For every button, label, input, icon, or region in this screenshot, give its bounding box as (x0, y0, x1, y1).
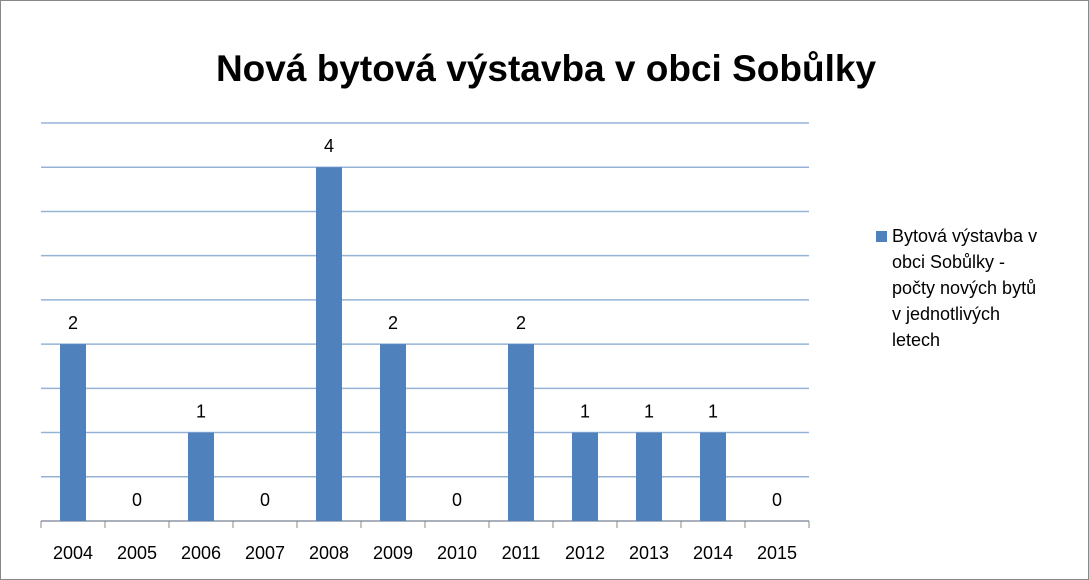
data-label: 1 (644, 401, 654, 421)
x-tick-label: 2008 (309, 543, 349, 563)
bar (60, 344, 86, 521)
x-tick-label: 2012 (565, 543, 605, 563)
x-tick-label: 2007 (245, 543, 285, 563)
legend-label: Bytová výstavba v obci Sobůlky - počty n… (892, 226, 1038, 350)
bar (380, 344, 406, 521)
bar (188, 432, 214, 521)
x-tick-label: 2013 (629, 543, 669, 563)
data-label: 0 (772, 490, 782, 510)
bar (636, 432, 662, 521)
x-tick-label: 2004 (53, 543, 93, 563)
data-label: 1 (196, 401, 206, 421)
x-tick-label: 2014 (693, 543, 733, 563)
data-label: 1 (580, 401, 590, 421)
data-label: 1 (708, 401, 718, 421)
x-tick-label: 2011 (502, 543, 541, 563)
legend: Bytová výstavba v obci Sobůlky - počty n… (876, 223, 1076, 353)
x-tick-label: 2005 (117, 543, 157, 563)
x-tick-label: 2015 (757, 543, 797, 563)
data-label: 0 (260, 490, 270, 510)
x-tick-label: 2006 (181, 543, 221, 563)
bar (700, 432, 726, 521)
data-label: 2 (516, 313, 526, 333)
bar (572, 432, 598, 521)
x-tick-label: 2009 (373, 543, 413, 563)
bar (316, 167, 342, 521)
data-label: 2 (388, 313, 398, 333)
legend-swatch (876, 231, 887, 242)
data-label: 4 (324, 136, 334, 156)
data-label: 2 (68, 313, 78, 333)
x-tick-label: 2010 (437, 543, 477, 563)
chart-title: Nová bytová výstavba v obci Sobůlky (216, 48, 876, 89)
data-label: 0 (452, 490, 462, 510)
data-label: 0 (132, 490, 142, 510)
bar (508, 344, 534, 521)
